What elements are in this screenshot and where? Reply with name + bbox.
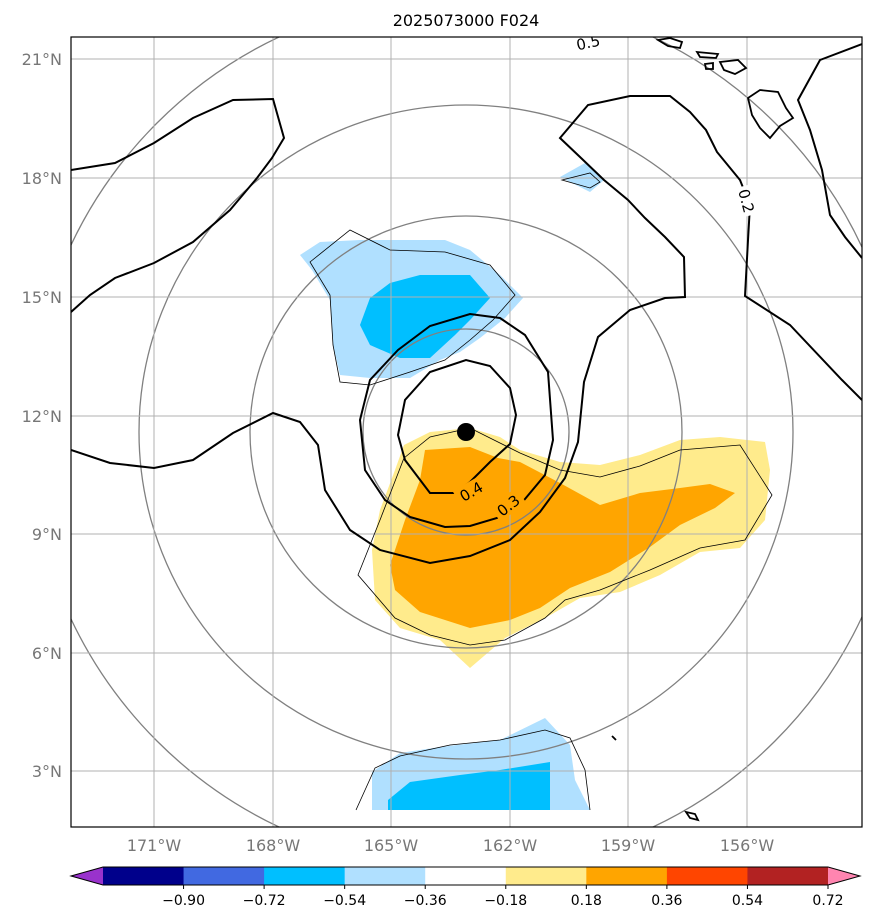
colorbar-segment	[747, 867, 829, 885]
contour-label-0.5: 0.5	[575, 32, 602, 55]
colorbar-tick-label: 0.72	[812, 893, 843, 909]
contour-upper-left	[71, 97, 286, 313]
colorbar-tick-label: 0.54	[732, 893, 763, 909]
colorbar-segment	[264, 867, 346, 885]
contour-0.4	[396, 358, 518, 494]
colorbar-segment	[586, 867, 668, 885]
thick-contours	[71, 43, 862, 565]
contour-labels: 0.4 0.3 0.2 0.5	[452, 32, 759, 522]
colorbar-tick-label: 0.36	[651, 893, 682, 909]
colorbar-segment	[505, 867, 587, 885]
colorbar-outline	[69, 866, 862, 886]
lon-label-159w: 159°W	[601, 836, 656, 855]
contour-0.2	[71, 95, 862, 565]
lat-label-12n: 12°N	[22, 407, 62, 426]
lon-label-162w: 162°W	[483, 836, 538, 855]
contour-upper-right	[796, 43, 862, 259]
map-title: 2025073000 F024	[393, 11, 540, 30]
colorbar-segment	[666, 867, 748, 885]
longitude-labels: 171°W 168°W 165°W 162°W 159°W 156°W	[127, 836, 775, 855]
colorbar-tick-label: 0.18	[571, 893, 602, 909]
lat-label-18n: 18°N	[22, 169, 62, 188]
lon-label-168w: 168°W	[246, 836, 301, 855]
coastlines	[611, 37, 795, 822]
colorbar-extend-min	[71, 867, 103, 885]
contour-label-0.2: 0.2	[734, 187, 758, 215]
gridlines	[71, 37, 862, 827]
colorbar: −0.90 −0.72 −0.54 −0.36 −0.18 0.18 0.36 0.54 0.7…	[69, 866, 862, 909]
lon-label-156w: 156°W	[720, 836, 775, 855]
colorbar-extend-max	[828, 867, 860, 885]
colorbar-segment	[344, 867, 426, 885]
colorbar-segment	[183, 867, 265, 885]
colorbar-tick-label: −0.72	[243, 893, 286, 909]
colorbar-tick-label: −0.90	[162, 893, 205, 909]
lon-label-171w: 171°W	[127, 836, 182, 855]
colorbar-tick-label: −0.54	[323, 893, 366, 909]
lon-label-165w: 165°W	[364, 836, 419, 855]
map-frame	[70, 36, 863, 828]
lat-label-6n: 6°N	[32, 644, 62, 663]
colorbar-tick-label: −0.18	[484, 893, 527, 909]
lat-label-3n: 3°N	[32, 762, 62, 781]
lat-label-15n: 15°N	[22, 288, 62, 307]
range-rings	[71, 37, 862, 827]
colorbar-segment	[425, 867, 507, 885]
lat-label-21n: 21°N	[22, 50, 62, 69]
anomaly-fill-negative	[300, 163, 604, 810]
storm-center-marker	[457, 423, 475, 441]
latitude-labels: 21°N 18°N 15°N 12°N 9°N 6°N 3°N	[22, 50, 62, 781]
colorbar-tick-label: −0.36	[404, 893, 447, 909]
contour-0.3	[358, 312, 555, 529]
lat-label-9n: 9°N	[32, 525, 62, 544]
map-area: 0.4 0.3 0.2 0.5	[71, 32, 862, 827]
colorbar-segment	[103, 867, 185, 885]
